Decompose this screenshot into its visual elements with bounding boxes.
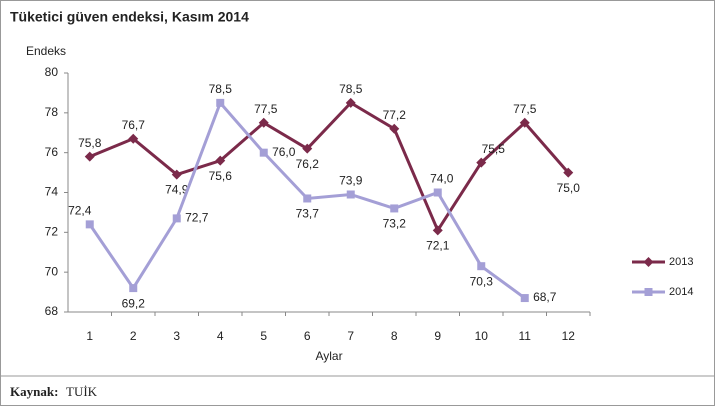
point [432,225,443,236]
x-tick-label: 11 [519,329,532,343]
point [128,133,139,144]
data-label: 73,9 [339,174,363,188]
point [302,143,313,154]
point [85,220,94,229]
x-tick-label: 4 [217,329,224,343]
point [643,257,654,267]
point [171,169,182,180]
series-line [89,100,570,234]
data-label: 75,0 [557,181,581,195]
x-tick-label: 7 [347,329,354,343]
y-tick-label: 80 [45,65,59,79]
point [390,204,399,213]
data-label: 76,2 [296,157,320,171]
point [129,284,138,293]
data-label: 70,3 [470,274,494,288]
y-tick-label: 78 [45,105,59,119]
data-label: 78,5 [209,82,233,96]
data-label: 77,5 [254,102,278,116]
x-tick-label: 5 [260,329,267,343]
x-tick-label: 9 [434,329,441,343]
source-label: Kaynak: [10,384,58,399]
data-label: 69,2 [122,296,146,310]
data-label: 68,7 [533,290,557,304]
data-label: 77,2 [383,108,407,122]
point [346,190,355,199]
point [259,148,268,157]
y-tick-label: 74 [45,185,59,199]
y-tick-label: 70 [45,264,59,278]
data-label: 74,9 [165,183,189,197]
x-tick-label: 8 [391,329,398,343]
y-tick-label: 72 [45,225,59,239]
point [563,167,574,178]
point [520,294,529,303]
point [389,123,400,134]
data-label: 72,1 [426,239,450,253]
data-label: 72,4 [68,204,92,218]
data-label: 78,5 [339,82,363,96]
data-label: 76,0 [272,145,296,159]
point [433,188,442,197]
data-label: 74,0 [430,172,454,186]
x-axis-label: Aylar [315,349,342,363]
point [477,262,486,271]
point [519,117,530,128]
y-tick-label: 68 [45,304,59,318]
data-label: 72,7 [185,211,209,225]
point [172,214,181,223]
point [303,194,312,203]
point [216,98,225,107]
legend-label: 2014 [669,286,693,298]
x-tick-label: 10 [475,329,489,343]
y-tick-label: 76 [45,145,59,159]
legend-label: 2013 [669,256,693,268]
point [644,288,653,296]
source: TUİK [66,384,98,399]
point [215,155,226,166]
x-tick-label: 6 [304,329,311,343]
x-tick-label: 3 [173,329,180,343]
data-label: 73,7 [296,207,320,221]
point [345,97,356,108]
point [258,117,269,128]
data-label: 75,5 [482,142,506,156]
data-label: 73,2 [383,217,407,231]
x-tick-label: 2 [130,329,137,343]
data-label: 75,6 [209,169,233,183]
point [84,151,95,162]
data-label: 75,8 [78,136,102,150]
x-tick-label: 1 [86,329,93,343]
data-label: 77,5 [513,102,537,116]
data-label: 76,7 [122,118,146,132]
x-tick-label: 12 [562,329,576,343]
point [476,157,487,168]
chart-title: Tüketici güven endeksi, Kasım 2014 [10,9,249,25]
y-axis-label: Endeks [26,44,66,58]
